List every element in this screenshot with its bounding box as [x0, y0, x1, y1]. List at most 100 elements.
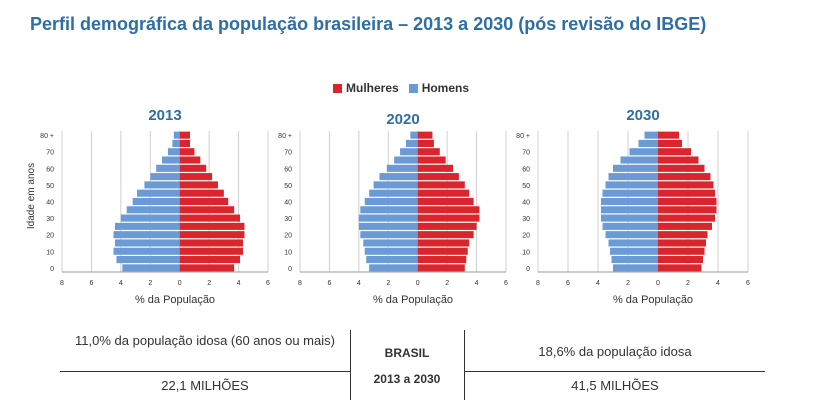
bar-mulheres-2030-50 [658, 181, 714, 189]
x-axis-title-2030: % da População [613, 294, 693, 306]
x-tick-label-2020-6: 4 [475, 280, 479, 287]
y-tick-label-2013-4: 40 [46, 200, 54, 207]
y-tick-label-2030-5: 50 [522, 183, 530, 190]
bar-mulheres-2030-5 [658, 256, 703, 264]
y-tick-label-2020-2: 20 [284, 233, 292, 240]
bar-mulheres-2030-70 [658, 148, 691, 156]
bar-mulheres-2020-70 [417, 148, 440, 156]
pyramid-charts: 0 10 20 30 40 50 60 70 80 +8 6 4 2 0 2 4 6% da Populaçã… [26, 107, 750, 306]
bar-mulheres-2030-20 [658, 231, 708, 239]
bar-homens-2030-20 [605, 231, 658, 239]
bar-homens-2013-5 [116, 256, 180, 264]
y-tick-label-2013-5: 50 [46, 183, 54, 190]
bar-mulheres-2020-45 [417, 189, 470, 197]
panel-title-2013: 2013 [148, 107, 181, 124]
bar-homens-2030-40 [601, 197, 658, 206]
bar-mulheres-2013-30 [179, 214, 241, 222]
bar-homens-2020-60 [386, 164, 418, 172]
bar-mulheres-2020-40 [417, 197, 474, 206]
y-tick-label-2030-0: 0 [526, 266, 530, 273]
bar-homens-2030-60 [613, 164, 658, 172]
bar-mulheres-2020-15 [417, 239, 470, 247]
bar-mulheres-2013-25 [179, 222, 245, 230]
legend-item-mulheres: Mulheres [333, 81, 399, 95]
bar-mulheres-2013-10 [179, 247, 243, 255]
y-tick-label-2020-3: 30 [284, 216, 292, 223]
bar-mulheres-2020-60 [417, 164, 454, 172]
y-tick-label-2013-0: 0 [50, 266, 54, 273]
y-tick-label-2020-0: 0 [288, 266, 292, 273]
bar-homens-2030-10 [610, 247, 658, 255]
x-tick-label-2013-7: 6 [266, 280, 270, 287]
bar-mulheres-2020-0 [417, 264, 465, 272]
bar-mulheres-2013-70 [179, 148, 195, 156]
bar-homens-2020-75 [405, 139, 418, 147]
bar-homens-2020-35 [360, 206, 418, 214]
y-tick-label-2013-3: 30 [46, 216, 54, 223]
summary-divider-left [350, 330, 351, 400]
bar-mulheres-2030-0 [658, 264, 702, 272]
y-tick-label-2030-2: 20 [522, 233, 530, 240]
panel-title-2030: 2030 [626, 107, 659, 124]
x-tick-label-2013-5: 2 [207, 280, 211, 287]
bar-mulheres-2030-65 [658, 156, 699, 164]
bar-mulheres-2020-35 [417, 206, 480, 214]
summary-left-top: 11,0% da população idosa (60 anos ou mai… [75, 333, 335, 348]
x-tick-label-2030-7: 6 [746, 280, 750, 287]
x-tick-label-2013-1: 6 [89, 280, 93, 287]
bar-mulheres-2020-5 [417, 256, 467, 264]
bar-homens-2030-15 [608, 239, 658, 247]
bar-homens-2013-10 [113, 247, 180, 255]
x-tick-label-2020-3: 2 [386, 280, 390, 287]
bar-homens-2013-25 [114, 222, 180, 230]
y-tick-label-2030-3: 30 [522, 216, 530, 223]
bar-mulheres-2013-50 [179, 181, 218, 189]
bar-mulheres-2020-25 [417, 222, 477, 230]
y-tick-label-2020-6: 60 [284, 166, 292, 173]
bar-homens-2020-0 [369, 264, 418, 272]
bar-mulheres-2013-75 [179, 139, 191, 147]
x-tick-label-2013-2: 4 [119, 280, 123, 287]
y-tick-label-2020-5: 50 [284, 183, 292, 190]
y-tick-label-2020-8: 80 + [278, 133, 292, 140]
bar-homens-2020-10 [364, 247, 418, 255]
bar-mulheres-2030-15 [658, 239, 706, 247]
y-tick-label-2030-4: 40 [522, 200, 530, 207]
bar-mulheres-2030-40 [658, 197, 717, 206]
y-tick-label-2030-1: 10 [522, 249, 530, 256]
summary-right-bottom: 41,5 MILHÕES [571, 378, 659, 393]
bar-mulheres-2013-80 + [179, 131, 191, 139]
bar-mulheres-2013-15 [179, 239, 243, 247]
y-tick-label-2020-4: 40 [284, 200, 292, 207]
bar-homens-2013-30 [120, 214, 180, 222]
bar-mulheres-2030-30 [658, 214, 715, 222]
x-tick-label-2013-6: 4 [237, 280, 241, 287]
x-tick-label-2030-2: 4 [596, 280, 600, 287]
bar-mulheres-2020-55 [417, 173, 459, 181]
bar-homens-2020-70 [400, 148, 418, 156]
legend-item-homens: Homens [408, 81, 469, 95]
bar-mulheres-2030-60 [658, 164, 705, 172]
summary-right-divider [465, 371, 765, 372]
y-tick-label-2013-1: 10 [46, 249, 54, 256]
x-tick-label-2020-2: 4 [357, 280, 361, 287]
bar-mulheres-2030-35 [658, 206, 717, 214]
bar-mulheres-2030-25 [658, 222, 712, 230]
summary-left-bottom: 22,1 MILHÕES [161, 378, 249, 393]
bar-mulheres-2020-30 [417, 214, 480, 222]
bar-homens-2020-65 [394, 156, 418, 164]
y-tick-label-2020-1: 10 [284, 249, 292, 256]
bar-homens-2013-55 [150, 173, 180, 181]
x-axis-title-2013: % da População [135, 294, 215, 306]
bar-homens-2030-35 [601, 206, 658, 214]
page-title: Perfil demográfica da população brasilei… [30, 14, 707, 34]
x-tick-label-2020-1: 6 [327, 280, 331, 287]
y-tick-label-2020-7: 70 [284, 150, 292, 157]
y-tick-label-2013-2: 20 [46, 233, 54, 240]
y-tick-label-2030-6: 60 [522, 166, 530, 173]
bar-mulheres-2020-20 [417, 231, 474, 239]
bar-mulheres-2030-10 [658, 247, 705, 255]
x-tick-label-2020-4: 0 [416, 280, 420, 287]
bar-homens-2013-65 [162, 156, 180, 164]
x-tick-label-2013-4: 0 [178, 280, 182, 287]
